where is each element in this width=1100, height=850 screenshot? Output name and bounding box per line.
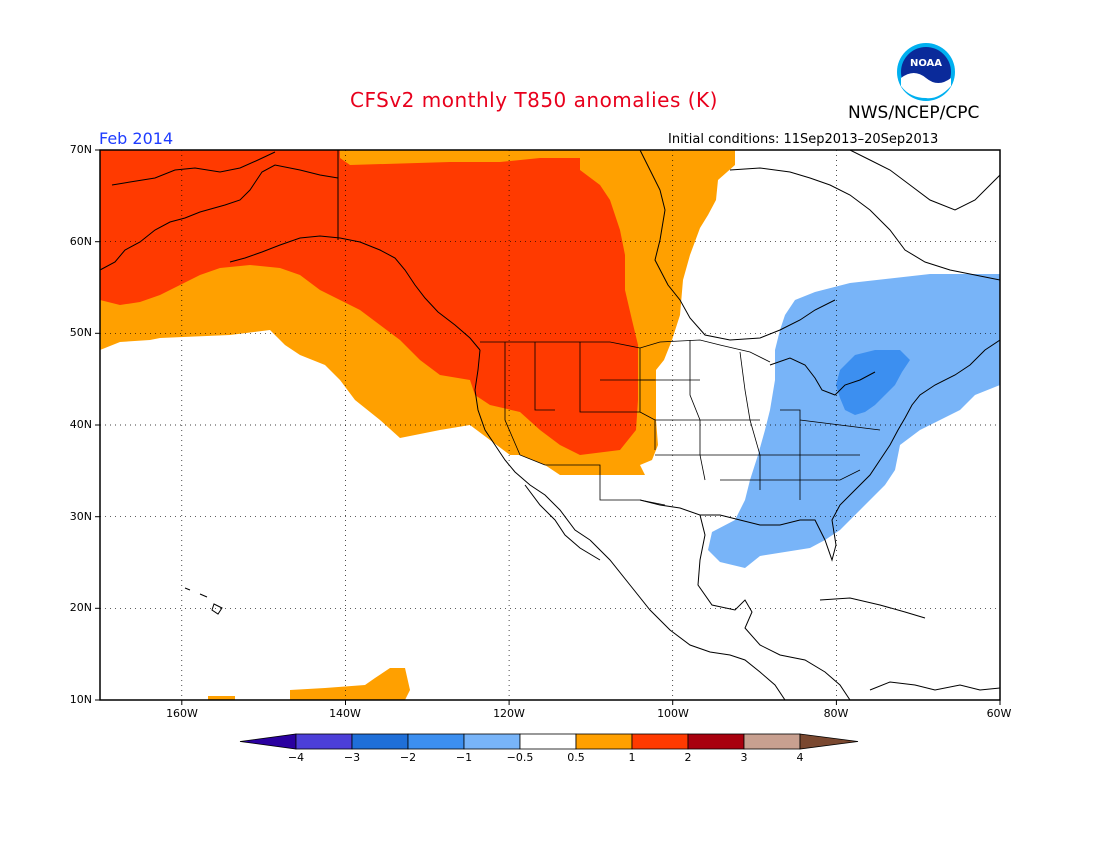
lat-label: 30N (69, 510, 92, 523)
colorbar-label: 2 (684, 751, 692, 764)
colorbar-label: −1 (455, 751, 473, 764)
noaa-logo: NOAA (896, 42, 956, 102)
valid-month-label: Feb 2014 (99, 129, 174, 148)
cool-anomaly-light (708, 274, 1000, 568)
colorbar (239, 733, 859, 750)
colorbar-label: −4 (287, 751, 305, 764)
lat-label: 70N (69, 143, 92, 156)
colorbar-label: −0.5 (506, 751, 534, 764)
coastlines (100, 150, 1000, 700)
warm-anomaly-south-patch (290, 668, 410, 700)
lat-label: 50N (69, 326, 92, 339)
lon-label: 100W (657, 707, 689, 720)
colorbar-end-left (239, 733, 297, 750)
lon-label: 80W (823, 707, 849, 720)
lat-label: 60N (69, 235, 92, 248)
lat-label: 10N (69, 693, 92, 706)
colorbar-label: 1 (628, 751, 636, 764)
noaa-logo-text: NOAA (910, 58, 942, 69)
political-borders (480, 339, 881, 506)
agency-label: NWS/NCEP/CPC (848, 103, 980, 123)
map-title: CFSv2 monthly T850 anomalies (K) (350, 88, 718, 112)
colorbar-swatch (295, 733, 353, 750)
axis-ticks (95, 149, 1001, 705)
colorbar-label: 3 (740, 751, 748, 764)
warm-anomaly-south-sliver (208, 696, 235, 700)
colorbar-swatch (631, 733, 689, 750)
lon-label: 120W (493, 707, 525, 720)
colorbar-label: −2 (399, 751, 417, 764)
lat-label: 40N (69, 418, 92, 431)
lat-label: 20N (69, 601, 92, 614)
colorbar-label: 0.5 (567, 751, 585, 764)
warm-anomaly-strong (100, 150, 638, 455)
lon-label: 140W (329, 707, 361, 720)
colorbar-label: 4 (796, 751, 804, 764)
cool-anomaly-strong (836, 350, 910, 415)
lon-label: 60W (986, 707, 1012, 720)
colorbar-end-right (799, 733, 859, 750)
colorbar-swatch (519, 733, 577, 750)
lon-label: 160W (166, 707, 198, 720)
colorbar-swatch (407, 733, 465, 750)
colorbar-swatch (463, 733, 521, 750)
colorbar-label: −3 (343, 751, 361, 764)
colorbar-swatch (351, 733, 409, 750)
graticule (100, 150, 1000, 700)
colorbar-swatch (687, 733, 745, 750)
colorbar-swatch (743, 733, 801, 750)
initial-conditions-label: Initial conditions: 11Sep2013–20Sep2013 (668, 132, 939, 147)
colorbar-swatch (575, 733, 633, 750)
